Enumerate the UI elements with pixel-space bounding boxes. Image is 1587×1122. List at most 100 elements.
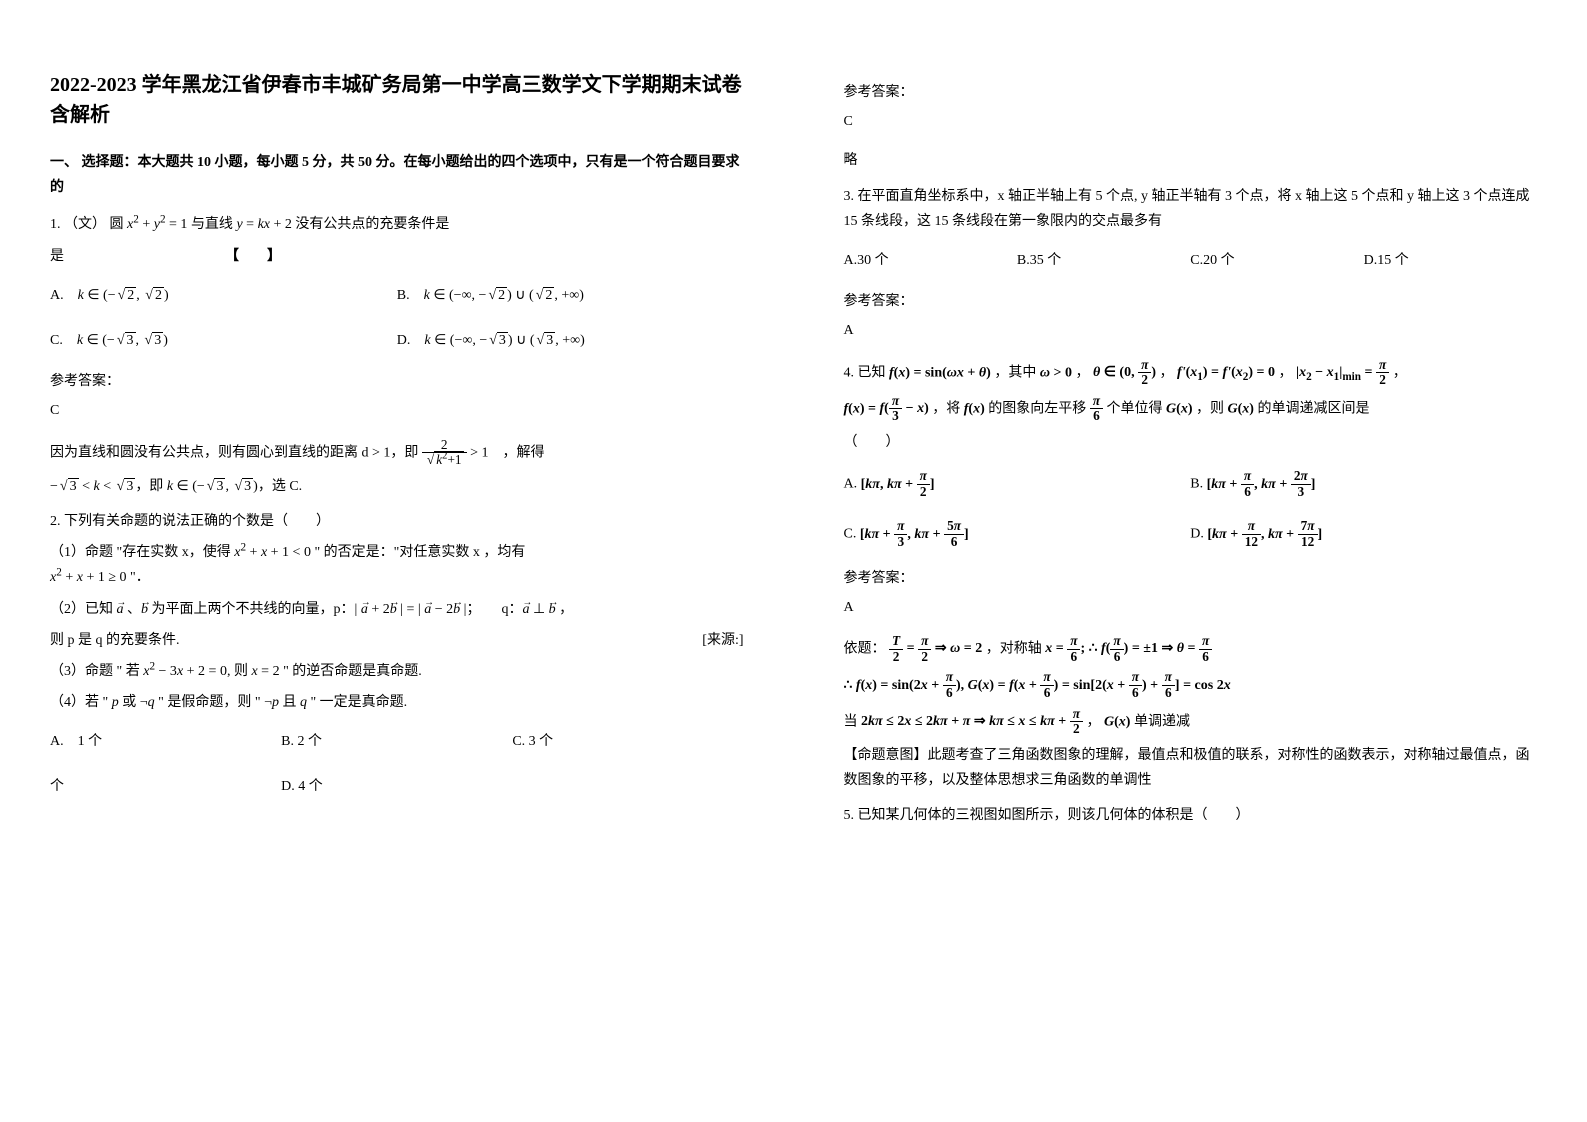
q4-t5: ， bbox=[1393, 365, 1407, 380]
q1-ans-label: 参考答案： bbox=[50, 369, 744, 394]
question-1: 1. （文） 圆 x2 + y2 = 1 与直线 y = kx + 2 没有公共… bbox=[50, 212, 744, 499]
q2-stem: 2. 下列有关命题的说法正确的个数是（ ） bbox=[50, 509, 744, 534]
q1-optB: k ∈ (−∞, −2) ∪ (2, +∞) bbox=[424, 288, 584, 303]
q1-optC-pre: C. bbox=[50, 333, 77, 348]
q1-expl1: 因为直线和圆没有公共点，则有圆心到直线的距离 d > 1，即 bbox=[50, 445, 422, 460]
q1-explain: 因为直线和圆没有公共点，则有圆心到直线的距离 d > 1，即 2k2+1 > 1… bbox=[50, 438, 744, 468]
q1-eq2: y = kx + 2 bbox=[236, 217, 291, 232]
q2-p4e: " 一定是真命题. bbox=[310, 695, 407, 710]
q1-eq1: x2 + y2 = 1 bbox=[127, 217, 187, 232]
q4-options-cd: C. [kπ + π3, kπ + 5π6] D. [kπ + π12, kπ … bbox=[844, 513, 1538, 555]
q1-bracket-row: 是 【 】 bbox=[50, 244, 744, 269]
q2-p4a: （4）若 " bbox=[50, 695, 112, 710]
q4-expl-pre: 依题： bbox=[844, 641, 886, 656]
q3-optD: D.15 个 bbox=[1364, 248, 1537, 273]
question-4: 4. 已知 f(x) = sin(ωx + θ) ，其中 ω > 0 ， θ ∈… bbox=[844, 358, 1538, 794]
q1-optA: k ∈ (−2, 2) bbox=[78, 288, 169, 303]
q2-ans-label: 参考答案： bbox=[844, 80, 1538, 105]
q2-optC2: 个 bbox=[50, 774, 281, 799]
q4-line2: f(x) = f(π3 − x) ，将 f(x) 的图象向左平移 π6 个单位得… bbox=[844, 394, 1538, 424]
q2-optB: B. 2 个 bbox=[281, 729, 512, 754]
q1-options-cd: C. k ∈ (−3, 3) D. k ∈ (−∞, −3) ∪ (3, +∞) bbox=[50, 322, 744, 359]
q4-l2g: 个单位得 bbox=[1107, 401, 1167, 416]
q1-stem-3: 与直线 bbox=[191, 217, 237, 232]
q1-ans: C bbox=[50, 398, 744, 423]
q2-ans: C bbox=[844, 109, 1538, 134]
q4-l2i: ，则 bbox=[1196, 401, 1228, 416]
q2-p4c: " 是假命题，则 " bbox=[158, 695, 264, 710]
q2-p2a: （2）已知 bbox=[50, 602, 117, 617]
q4-expl-l2: ∴ f(x) = sin(2x + π6), G(x) = f(x + π6) … bbox=[844, 670, 1538, 700]
section1-head: 一、 选择题：本大题共 10 小题，每小题 5 分，共 50 分。在每小题给出的… bbox=[50, 150, 744, 200]
q2-p2b: 、 bbox=[127, 602, 141, 617]
q2-p2-tail-row: 则 p 是 q 的充要条件. [来源:] bbox=[50, 628, 744, 653]
q5-stem: 5. 已知某几何体的三视图如图所示，则该几何体的体积是（ ） bbox=[844, 803, 1538, 828]
q3-ans: A bbox=[844, 318, 1538, 343]
q4-paren: （ ） bbox=[844, 430, 1538, 455]
blank-bracket: 【 】 bbox=[232, 249, 281, 264]
q2-optC: C. 3 个 bbox=[512, 729, 743, 754]
q3-ans-label: 参考答案： bbox=[844, 289, 1538, 314]
q4-pre: 4. 已知 bbox=[844, 365, 890, 380]
q4-t2: ， bbox=[1075, 365, 1089, 380]
q2-p3a: （3）命题 " bbox=[50, 664, 126, 679]
q2-p2f: − 2 bbox=[435, 602, 453, 617]
q1-expl2: > 1 ，解得 bbox=[470, 445, 544, 460]
q3-options: A.30 个 B.35 个 C.20 个 D.15 个 bbox=[844, 242, 1538, 279]
q4-C-pre: C. bbox=[844, 527, 860, 542]
q4-ans: A bbox=[844, 595, 1538, 620]
q4-t4: ， bbox=[1278, 365, 1292, 380]
q2-optA: A. 1 个 bbox=[50, 729, 281, 754]
q2-ans2: 略 bbox=[844, 148, 1538, 173]
q2-p1: （1）命题 "存在实数 x，使得 x2 + x + 1 < 0 " 的否定是："… bbox=[50, 540, 744, 590]
q3-optB: B.35 个 bbox=[1017, 248, 1190, 273]
q1-expl3: −3 < k < 3，即 k ∈ (−3, 3)，选 C. bbox=[50, 474, 744, 499]
q2-p4: （4）若 " p 或 ¬q " 是假命题，则 " ¬p 且 q " 一定是真命题… bbox=[50, 690, 744, 715]
q4-ans-label: 参考答案： bbox=[844, 566, 1538, 591]
q1-optB-pre: B. bbox=[397, 288, 424, 303]
q4-t1: ，其中 bbox=[994, 365, 1040, 380]
q2-p2i: ， bbox=[559, 602, 573, 617]
question-5: 5. 已知某几何体的三视图如图所示，则该几何体的体积是（ ） bbox=[844, 803, 1538, 828]
q2-p2-tail: 则 p 是 q 的充要条件. bbox=[50, 628, 180, 653]
q2-p2d: + 2 bbox=[371, 602, 389, 617]
question-2: 2. 下列有关命题的说法正确的个数是（ ） （1）命题 "存在实数 x，使得 x… bbox=[50, 509, 744, 806]
q4-t3: ， bbox=[1160, 365, 1174, 380]
q4-l2c: ，将 bbox=[932, 401, 964, 416]
q2-p2e: | = | bbox=[400, 602, 424, 617]
q2-options: A. 1 个 B. 2 个 C. 3 个 bbox=[50, 723, 744, 760]
q4-l2e: 的图象向左平移 bbox=[988, 401, 1090, 416]
q4-D-pre: D. bbox=[1190, 527, 1207, 542]
q2-p1a: （1）命题 "存在实数 x，使得 bbox=[50, 545, 234, 560]
q4-expl-l3: 当 2kπ ≤ 2x ≤ 2kπ + π ⇒ kπ ≤ x ≤ kπ + π2 … bbox=[844, 707, 1538, 737]
q1-optA-pre: A. bbox=[50, 288, 78, 303]
q1-frac: 2k2+1 bbox=[422, 438, 467, 468]
q2-p3: （3）命题 " 若 x2 − 3x + 2 = 0, 则 x = 2 " 的逆否… bbox=[50, 659, 744, 684]
q1-optD: k ∈ (−∞, −3) ∪ (3, +∞) bbox=[424, 333, 584, 348]
q4-expl4-post: 单调递减 bbox=[1134, 714, 1190, 729]
q1-stem-5: 没有公共点的充要条件是 bbox=[295, 217, 449, 232]
doc-title: 2022-2023 学年黑龙江省伊春市丰城矿务局第一中学高三数学文下学期期末试卷… bbox=[50, 70, 744, 130]
q2-options-2: 个 D. 4 个 bbox=[50, 768, 744, 805]
q1-options-ab: A. k ∈ (−2, 2) B. k ∈ (−∞, −2) ∪ (2, +∞) bbox=[50, 277, 744, 314]
q2-p3c: " 的逆否命题是真命题. bbox=[283, 664, 422, 679]
q2-p1e: "． bbox=[130, 570, 150, 585]
q2-optD: D. 4 个 bbox=[281, 774, 512, 799]
q2-p2g: |； q： bbox=[464, 602, 523, 617]
q4-options-ab: A. [kπ, kπ + π2] B. [kπ + π6, kπ + 2π3] bbox=[844, 463, 1538, 505]
q1-optD-pre: D. bbox=[397, 333, 425, 348]
q3-optC: C.20 个 bbox=[1190, 248, 1363, 273]
q2-p2: （2）已知 a 、b 为平面上两个不共线的向量，p：| a + 2b | = |… bbox=[50, 597, 744, 622]
q4-expl-mid: ，对称轴 bbox=[986, 641, 1046, 656]
q3-stem: 3. 在平面直角坐标系中，x 轴正半轴上有 5 个点, y 轴正半轴有 3 个点… bbox=[844, 184, 1538, 234]
q4-note: 【命题意图】此题考查了三角函数图象的理解，最值点和极值的联系，对称性的函数表示，… bbox=[844, 743, 1538, 793]
q4-A-pre: A. bbox=[844, 477, 861, 492]
q2-p2c: 为平面上两个不共线的向量，p：| bbox=[152, 602, 361, 617]
q4-expl4-pre: 当 bbox=[844, 714, 862, 729]
q3-optA: A.30 个 bbox=[844, 248, 1017, 273]
q1-stem-1: 1. （文） 圆 bbox=[50, 217, 124, 232]
q4-l2k: 的单调递减区间是 bbox=[1257, 401, 1369, 416]
q2-p2-src: [来源:] bbox=[702, 628, 743, 653]
q4-line1: 4. 已知 f(x) = sin(ωx + θ) ，其中 ω > 0 ， θ ∈… bbox=[844, 358, 1538, 388]
q2-p1c: " 的否定是："对任意实数 x ，均有 bbox=[314, 545, 525, 560]
